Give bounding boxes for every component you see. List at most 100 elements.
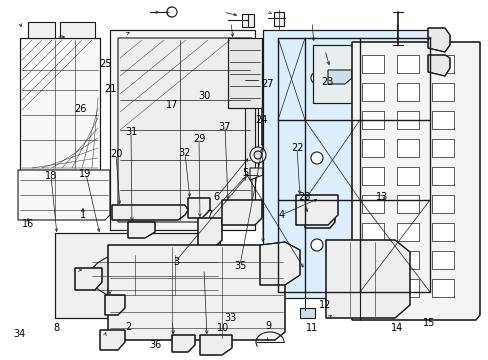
Circle shape bbox=[310, 72, 323, 84]
Text: 5: 5 bbox=[242, 168, 248, 178]
Circle shape bbox=[310, 152, 323, 164]
Bar bbox=[396, 279, 418, 297]
Bar bbox=[431, 83, 453, 101]
Bar bbox=[431, 279, 453, 297]
Bar bbox=[396, 251, 418, 269]
Bar bbox=[396, 195, 418, 213]
Text: 12: 12 bbox=[318, 300, 331, 310]
Text: 10: 10 bbox=[216, 323, 229, 333]
Text: 22: 22 bbox=[290, 143, 303, 153]
Circle shape bbox=[310, 239, 323, 251]
Bar bbox=[396, 139, 418, 157]
Polygon shape bbox=[222, 200, 262, 225]
Bar bbox=[361, 279, 383, 297]
Text: 34: 34 bbox=[13, 329, 26, 339]
Polygon shape bbox=[18, 170, 110, 220]
Bar bbox=[361, 167, 383, 185]
Text: 20: 20 bbox=[110, 149, 122, 159]
Polygon shape bbox=[299, 308, 314, 318]
Bar bbox=[431, 111, 453, 129]
Bar bbox=[431, 223, 453, 241]
Text: 26: 26 bbox=[74, 104, 87, 114]
Text: 23: 23 bbox=[321, 77, 333, 87]
Polygon shape bbox=[187, 198, 209, 218]
Text: 4: 4 bbox=[278, 210, 284, 220]
Bar bbox=[396, 167, 418, 185]
Polygon shape bbox=[200, 335, 231, 355]
Text: 30: 30 bbox=[198, 91, 210, 102]
Polygon shape bbox=[75, 268, 102, 290]
Circle shape bbox=[167, 7, 177, 17]
Bar bbox=[431, 55, 453, 73]
Text: 13: 13 bbox=[375, 192, 388, 202]
Text: 8: 8 bbox=[53, 323, 59, 333]
Text: 3: 3 bbox=[173, 257, 179, 267]
Polygon shape bbox=[351, 42, 479, 320]
Bar bbox=[312, 45, 384, 103]
Bar bbox=[273, 12, 284, 26]
Polygon shape bbox=[105, 295, 125, 315]
Text: 9: 9 bbox=[264, 321, 270, 331]
Bar bbox=[396, 83, 418, 101]
Polygon shape bbox=[172, 335, 195, 352]
Bar bbox=[431, 139, 453, 157]
Polygon shape bbox=[227, 38, 262, 108]
Text: 37: 37 bbox=[218, 122, 231, 132]
Polygon shape bbox=[295, 195, 337, 225]
Text: 35: 35 bbox=[234, 261, 246, 271]
Polygon shape bbox=[427, 28, 449, 52]
Text: 17: 17 bbox=[165, 100, 178, 110]
Polygon shape bbox=[108, 245, 285, 340]
Bar bbox=[242, 14, 253, 27]
Text: 36: 36 bbox=[149, 340, 162, 350]
Polygon shape bbox=[128, 222, 155, 238]
Text: 24: 24 bbox=[255, 114, 267, 125]
Text: 31: 31 bbox=[124, 127, 137, 138]
Bar bbox=[312, 45, 384, 103]
Text: 6: 6 bbox=[213, 192, 219, 202]
Bar bbox=[431, 167, 453, 185]
Bar bbox=[361, 111, 383, 129]
Text: 1: 1 bbox=[80, 210, 86, 220]
Polygon shape bbox=[118, 38, 251, 222]
Bar bbox=[396, 55, 418, 73]
Polygon shape bbox=[260, 242, 299, 285]
Bar bbox=[361, 195, 383, 213]
Bar bbox=[263, 30, 437, 298]
Polygon shape bbox=[262, 108, 278, 145]
Polygon shape bbox=[305, 215, 334, 228]
Bar bbox=[110, 30, 254, 230]
Text: 15: 15 bbox=[422, 318, 435, 328]
Ellipse shape bbox=[90, 248, 220, 303]
Circle shape bbox=[408, 152, 420, 164]
Bar bbox=[431, 251, 453, 269]
Text: 16: 16 bbox=[22, 219, 35, 229]
Text: 25: 25 bbox=[99, 59, 111, 69]
Text: 19: 19 bbox=[79, 168, 92, 179]
Bar bbox=[263, 30, 437, 298]
Circle shape bbox=[249, 147, 265, 163]
Bar bbox=[55, 233, 220, 318]
Polygon shape bbox=[327, 70, 351, 84]
Bar bbox=[361, 55, 383, 73]
Text: 7: 7 bbox=[206, 210, 212, 220]
Bar bbox=[361, 223, 383, 241]
Circle shape bbox=[408, 239, 420, 251]
Circle shape bbox=[253, 151, 262, 159]
Polygon shape bbox=[20, 38, 100, 170]
Polygon shape bbox=[112, 205, 187, 220]
Text: 11: 11 bbox=[305, 323, 318, 333]
Text: 28: 28 bbox=[297, 192, 310, 202]
Text: 18: 18 bbox=[45, 171, 58, 181]
Text: 29: 29 bbox=[193, 134, 205, 144]
Bar bbox=[110, 30, 254, 230]
Polygon shape bbox=[28, 22, 55, 38]
Text: 27: 27 bbox=[261, 78, 274, 89]
Bar bbox=[431, 195, 453, 213]
Polygon shape bbox=[325, 240, 409, 318]
Polygon shape bbox=[249, 168, 263, 180]
Circle shape bbox=[408, 72, 420, 84]
Bar bbox=[396, 111, 418, 129]
Text: 32: 32 bbox=[178, 148, 191, 158]
Polygon shape bbox=[100, 330, 125, 350]
